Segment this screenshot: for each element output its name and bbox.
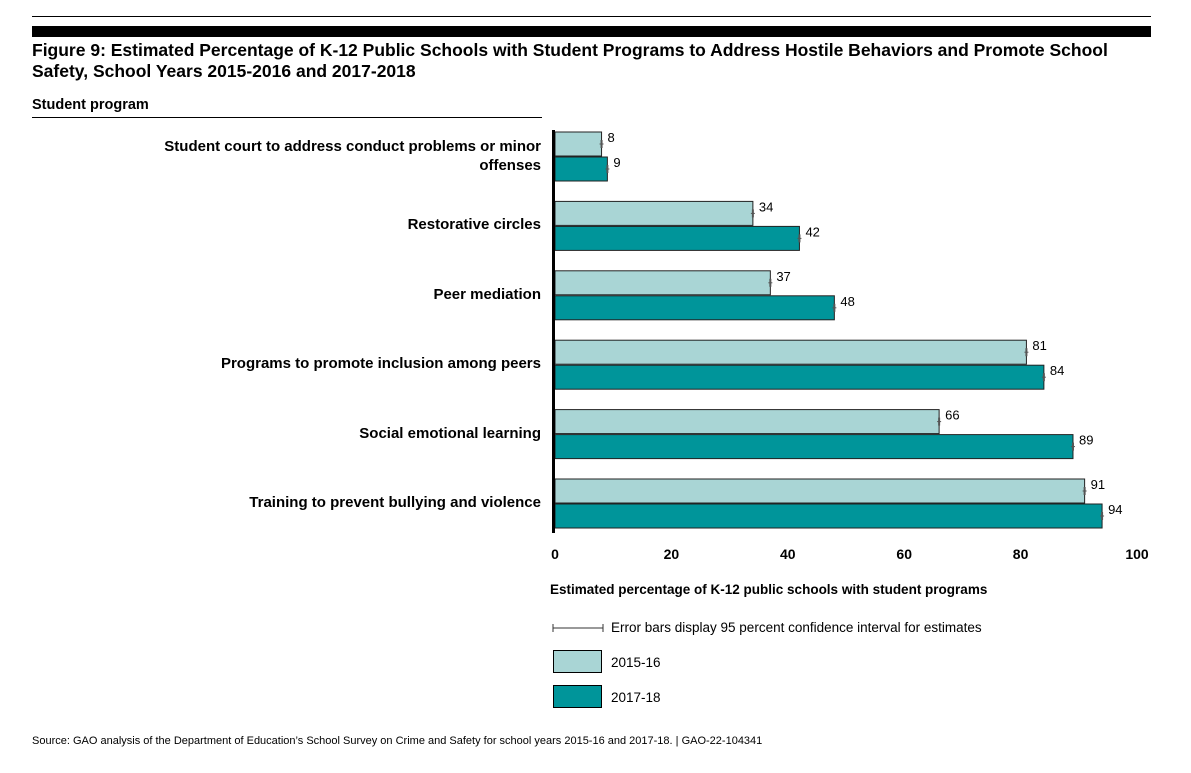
category-header: Student program: [32, 97, 149, 113]
data-label-2017-18-2: 48: [840, 294, 854, 309]
legend-label-2017-18: 2017-18: [611, 690, 661, 705]
top-thick-rule: [32, 26, 1151, 37]
bar-2015-16-0: [554, 131, 603, 157]
legend-swatch-2015-16: [553, 650, 602, 673]
category-label-1: Restorative circles: [407, 216, 541, 234]
category-label-5: Training to prevent bullying and violenc…: [249, 494, 541, 511]
bar-2015-16-5: [554, 478, 1086, 504]
data-label-2017-18-0: 9: [613, 155, 620, 170]
bar-2015-16-4: [554, 409, 940, 435]
top-thin-rule: [32, 16, 1151, 17]
data-label-2017-18-3: 84: [1050, 363, 1064, 378]
x-tick-label-80: 80: [1013, 546, 1029, 562]
data-label-2015-16-0: 8: [608, 130, 615, 145]
data-label-2015-16-3: 81: [1032, 338, 1046, 353]
x-tick-label-20: 20: [664, 546, 680, 562]
data-label-2017-18-4: 89: [1079, 433, 1093, 448]
bar-2017-18-0: [554, 156, 608, 182]
category-label-4: Social emotional learning: [359, 424, 541, 442]
data-label-2017-18-1: 42: [805, 224, 819, 239]
data-label-2015-16-1: 34: [759, 199, 773, 214]
x-axis-label: Estimated percentage of K-12 public scho…: [550, 582, 988, 597]
bar-2015-16-2: [554, 270, 771, 296]
bar-2017-18-2: [554, 295, 835, 321]
bar-2017-18-5: [554, 503, 1103, 529]
bar-2017-18-1: [554, 225, 800, 251]
error-bar-note: Error bars display 95 percent confidence…: [611, 620, 982, 635]
x-tick-label-100: 100: [1125, 546, 1149, 562]
category-label-0: Student court to address conduct problem…: [164, 137, 541, 174]
data-label-2017-18-5: 94: [1108, 502, 1122, 517]
legend-label-2015-16: 2015-16: [611, 655, 661, 670]
x-tick-label-60: 60: [896, 546, 912, 562]
y-axis-line: [552, 130, 555, 533]
data-label-2015-16-5: 91: [1091, 477, 1105, 492]
category-label-3: Programs to promote inclusion among peer…: [220, 355, 541, 373]
category-header-rule: [32, 117, 542, 118]
bar-2017-18-3: [554, 364, 1045, 390]
data-label-2015-16-2: 37: [776, 269, 790, 284]
source-note: Source: GAO analysis of the Department o…: [32, 735, 763, 747]
bar-2015-16-3: [554, 339, 1027, 365]
figure-title: Figure 9: Estimated Percentage of K-12 P…: [32, 40, 1108, 81]
x-tick-label-0: 0: [551, 546, 559, 562]
legend-swatch-2017-18: [553, 685, 602, 708]
bar-2015-16-1: [554, 200, 754, 226]
bar-2017-18-4: [554, 434, 1074, 460]
x-tick-label-40: 40: [780, 546, 796, 562]
category-label-2: Peer mediation: [433, 285, 541, 303]
data-label-2015-16-4: 66: [945, 408, 959, 423]
